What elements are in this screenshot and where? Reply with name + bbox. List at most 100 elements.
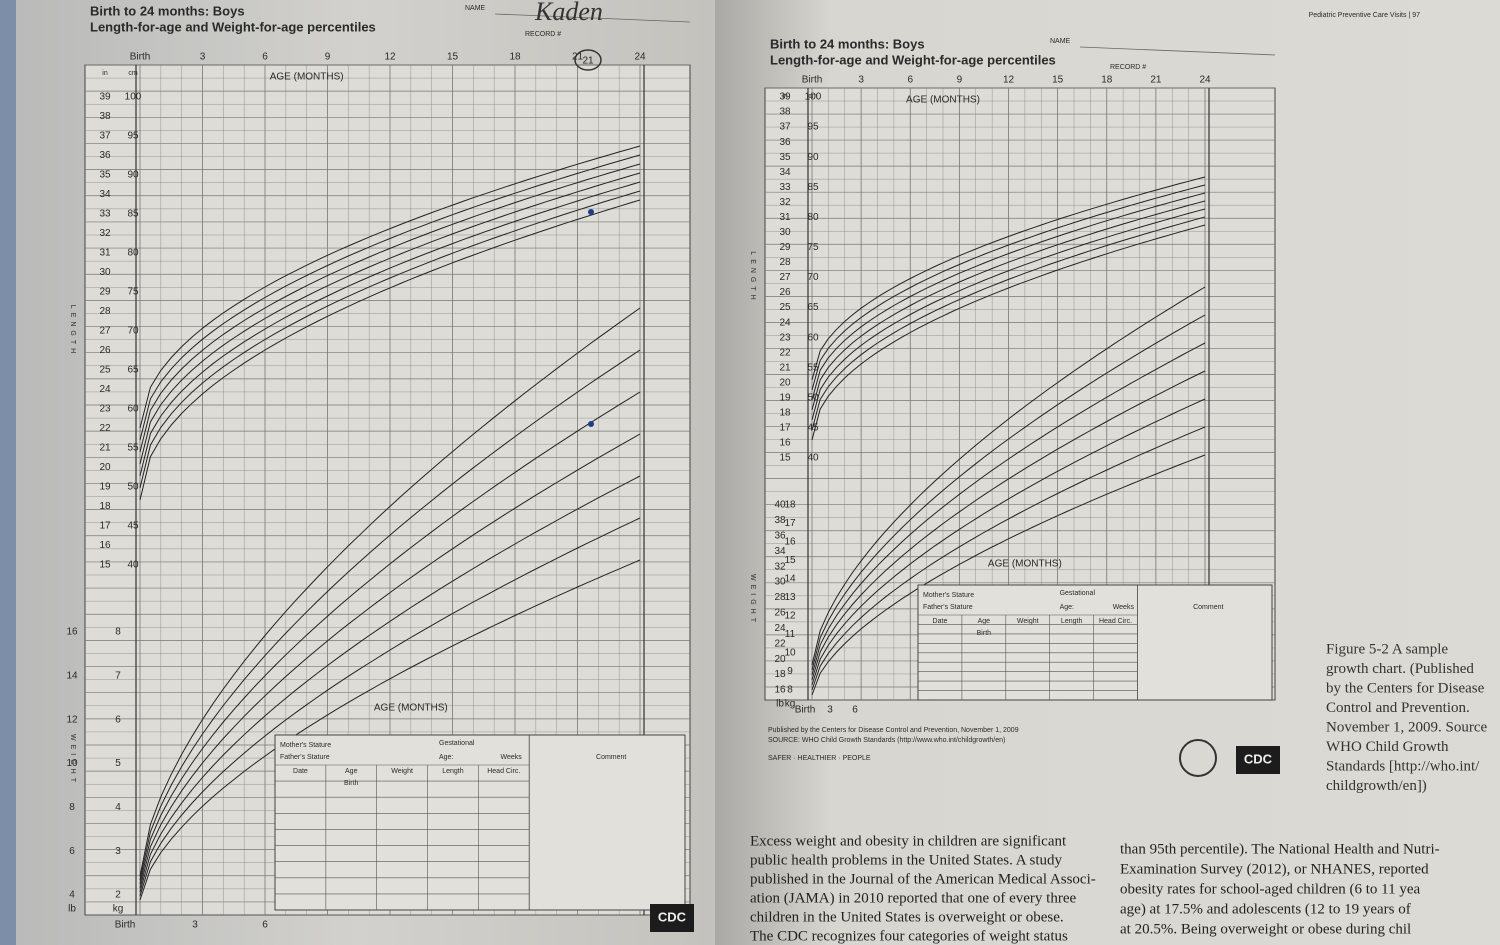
age-tick-label: 3 xyxy=(200,52,206,63)
table-header: Length xyxy=(442,768,464,775)
kg-tick-label: 13 xyxy=(784,592,796,603)
in-tick-label: 22 xyxy=(779,347,791,358)
kg-tick-label: 8 xyxy=(115,627,121,638)
table-label: Age: xyxy=(1060,604,1074,611)
body-text: children in the United States is overwei… xyxy=(750,909,1064,925)
cm-tick-label: 65 xyxy=(127,365,139,376)
name-label: NAME xyxy=(465,5,486,12)
percentile-curve xyxy=(139,154,641,441)
table-cell: Birth xyxy=(344,780,359,787)
age-tick-label: 3 xyxy=(192,920,198,931)
in-tick-label: 17 xyxy=(99,521,111,532)
tagline: SAFER · HEALTHIER · PEOPLE xyxy=(768,755,871,762)
axis-title: AGE (MONTHS) xyxy=(988,559,1062,570)
age-tick-label: 21 xyxy=(572,52,584,63)
cm-tick-label: 80 xyxy=(127,248,139,259)
record-label: RECORD # xyxy=(1110,64,1146,71)
axis-title: AGE (MONTHS) xyxy=(906,95,980,106)
percentile-curve xyxy=(139,199,641,501)
logo-box xyxy=(650,904,694,932)
in-tick-label: 32 xyxy=(99,228,111,239)
figure-caption: Standards [http://who.int/ xyxy=(1326,758,1480,774)
publisher-note: SOURCE: WHO Child Growth Standards (http… xyxy=(768,737,1005,744)
lb-tick-label: 34 xyxy=(774,546,786,557)
cm-tick-label: 100 xyxy=(125,92,142,103)
logo-box xyxy=(1236,746,1280,774)
figure-caption: childgrowth/en]) xyxy=(1326,778,1427,794)
table-label: Age: xyxy=(439,754,453,761)
in-tick-label: 15 xyxy=(99,560,111,571)
kg-tick-label: 6 xyxy=(115,714,121,725)
in-tick-label: 29 xyxy=(99,287,111,298)
cm-tick-label: 50 xyxy=(127,482,139,493)
table-header: Head Circ. xyxy=(1099,618,1132,625)
cm-tick-label: 55 xyxy=(807,362,819,373)
kg-tick-label: 18 xyxy=(784,500,796,511)
age-tick-label: 9 xyxy=(957,75,963,86)
lb-tick-label: 10 xyxy=(66,758,78,769)
percentile-curve xyxy=(811,286,1206,666)
in-tick-label: 22 xyxy=(99,423,111,434)
lb-tick-label: 18 xyxy=(774,669,786,680)
in-tick-label: 37 xyxy=(99,131,111,142)
in-tick-label: 36 xyxy=(99,150,111,161)
in-tick-label: 26 xyxy=(99,345,111,356)
percentile-curve xyxy=(811,426,1206,691)
figure-caption: by the Centers for Disease xyxy=(1326,680,1485,696)
lb-tick-label: 32 xyxy=(774,561,786,572)
lb-tick-label: 24 xyxy=(774,623,786,634)
percentile-curve xyxy=(811,200,1206,411)
lb-tick-label: 26 xyxy=(774,608,786,619)
lb-tick-label: 16 xyxy=(66,627,78,638)
figure-caption: Figure 5-2 A sample xyxy=(1326,641,1448,657)
in-tick-label: 35 xyxy=(99,170,111,181)
in-tick-label: 33 xyxy=(99,209,111,220)
in-tick-label: 34 xyxy=(99,189,111,200)
axis-title: LENGTH xyxy=(749,251,756,303)
table-header: Weight xyxy=(1017,618,1039,625)
body-text: Examination Survey (2012), or NHANES, re… xyxy=(1120,861,1429,877)
cm-tick-label: 90 xyxy=(127,170,139,181)
age-tick-label: 3 xyxy=(858,75,864,86)
kg-tick-label: 7 xyxy=(115,670,121,681)
kg-tick-label: 11 xyxy=(785,629,796,640)
percentile-curve xyxy=(811,208,1206,421)
kg-tick-label: 15 xyxy=(784,555,796,566)
lb-tick-label: 12 xyxy=(66,714,78,725)
lb-tick-label: 16 xyxy=(774,685,786,696)
in-tick-label: 39 xyxy=(779,92,791,103)
in-tick-label: 37 xyxy=(779,122,791,133)
table-header: Weight xyxy=(391,768,413,775)
table-header: Date xyxy=(933,618,948,625)
publisher-note: Published by the Centers for Disease Con… xyxy=(768,727,1019,734)
in-tick-label: 35 xyxy=(779,152,791,163)
in-tick-label: 21 xyxy=(779,362,791,373)
table-header: Date xyxy=(293,768,308,775)
in-tick-label: 29 xyxy=(779,242,791,253)
cm-tick-label: 100 xyxy=(805,92,822,103)
age-tick-label: 24 xyxy=(1199,75,1211,86)
kg-tick-label: 4 xyxy=(115,802,121,813)
in-tick-label: 26 xyxy=(779,287,791,298)
lb-tick-label: 20 xyxy=(774,654,786,665)
in-tick-label: 31 xyxy=(779,212,791,223)
age-tick-label: 6 xyxy=(262,920,268,931)
plotted-point xyxy=(588,421,594,427)
chart-title: Birth to 24 months: Boys xyxy=(770,36,925,51)
record-table xyxy=(917,584,1273,701)
percentile-curve xyxy=(139,475,641,893)
lb-tick-label: 8 xyxy=(69,802,75,813)
age-tick-label: 15 xyxy=(447,52,459,63)
percentile-curve xyxy=(139,517,641,897)
in-tick-label: 19 xyxy=(779,392,791,403)
in-tick-label: 27 xyxy=(99,326,111,337)
unit-label: lb xyxy=(776,699,784,710)
cm-tick-label: 60 xyxy=(127,404,139,415)
cm-tick-label: 40 xyxy=(807,453,819,464)
percentile-curve xyxy=(811,176,1206,381)
cm-tick-label: 45 xyxy=(807,423,819,434)
kg-tick-label: 14 xyxy=(784,574,796,585)
lb-tick-label: 28 xyxy=(774,592,786,603)
in-tick-label: 36 xyxy=(779,137,791,148)
